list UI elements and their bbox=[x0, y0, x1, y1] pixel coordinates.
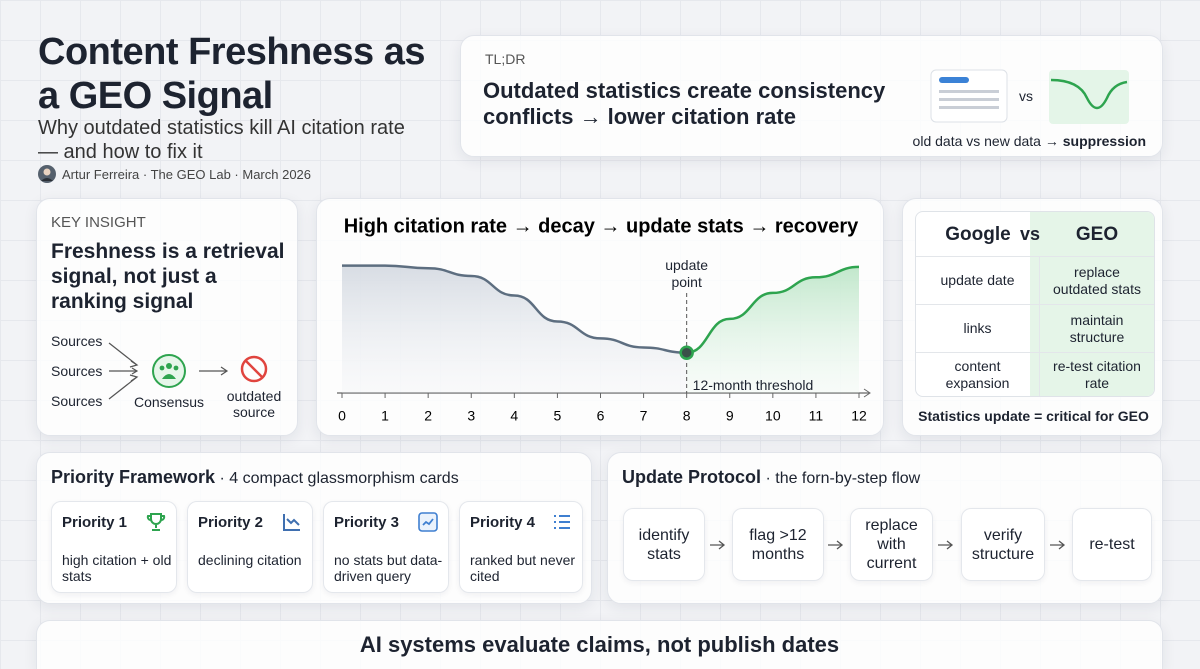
protocol-step: flag >12 months bbox=[732, 508, 824, 581]
insight-label: KEY INSIGHT bbox=[51, 214, 146, 231]
outcome: outdated source bbox=[226, 388, 282, 420]
tldr-card: TL;DR Outdated statistics create consist… bbox=[460, 35, 1163, 157]
priority-subtitle: · 4 compact glassmorphism cards bbox=[219, 470, 459, 487]
insight-text: Freshness is a retrieval signal, not jus… bbox=[51, 240, 285, 313]
protocol-step: replace with current bbox=[850, 508, 933, 581]
x-axis-arrow bbox=[863, 388, 871, 398]
title: Content Freshness as a GEO Signal bbox=[38, 31, 426, 117]
chart-icon bbox=[418, 512, 438, 532]
source: Sources bbox=[51, 363, 103, 379]
x-tick-label: 12 bbox=[851, 408, 867, 424]
priority-card: Priority Framework · 4 compact glassmorp… bbox=[36, 452, 592, 604]
priority-item-text: declining citation bbox=[198, 552, 302, 568]
insight-diagram bbox=[108, 342, 268, 400]
decline-icon bbox=[283, 514, 300, 531]
x-tick-label: 11 bbox=[809, 408, 824, 424]
area bbox=[342, 265, 687, 393]
protocol-card: Update Protocol · the forn-by-step flow … bbox=[607, 452, 1163, 604]
list-icon bbox=[554, 515, 570, 529]
comparison-footer: Statistics update = critical for GEO bbox=[918, 408, 1149, 424]
insight-card: KEY INSIGHT Freshness is a retrieval sig… bbox=[36, 198, 298, 436]
tldr-illustration bbox=[930, 69, 1129, 124]
tldr-label: TL;DR bbox=[485, 51, 526, 67]
protocol-heading: Update Protocol · the forn-by-step flow bbox=[622, 467, 920, 488]
priority-item: Priority 1 high citation + old stats bbox=[51, 501, 177, 593]
avatar bbox=[38, 165, 56, 183]
priority-item: Priority 2 declining citation bbox=[187, 501, 313, 593]
priority-item-title: Priority 4 bbox=[470, 514, 536, 531]
caption-emphasis: suppression bbox=[1062, 133, 1146, 149]
protocol-step: re-test bbox=[1072, 508, 1152, 581]
cell: replace outdated stats bbox=[1040, 256, 1154, 304]
cell: update date bbox=[916, 256, 1040, 304]
x-tick-label: 10 bbox=[765, 408, 781, 424]
header-cell: Google bbox=[945, 223, 1011, 245]
chart-title: High citation rate → decay → update stat… bbox=[344, 215, 859, 237]
threshold-annotation: 12-month threshold bbox=[692, 377, 814, 393]
priority-item-text: no stats but data-driven query bbox=[334, 552, 443, 584]
consensus: Consensus bbox=[133, 394, 205, 410]
update-annotation: update point bbox=[665, 257, 709, 290]
protocol-step: identify stats bbox=[623, 508, 705, 581]
update-point bbox=[679, 345, 694, 360]
comparison-table: Google vs GEO update date replace outdat… bbox=[915, 211, 1155, 397]
x-tick-label: 0 bbox=[338, 408, 346, 424]
protocol-arrows bbox=[710, 540, 1066, 550]
priority-title: Priority Framework bbox=[51, 467, 216, 487]
x-tick-label: 7 bbox=[640, 408, 648, 424]
x-tick-label: 5 bbox=[554, 408, 562, 424]
cell: content expansion bbox=[916, 352, 1040, 396]
priority-item-title: Priority 2 bbox=[198, 514, 264, 531]
comparison-card: Google vs GEO update date replace outdat… bbox=[902, 198, 1163, 436]
header-cell: GEO bbox=[1075, 223, 1119, 245]
cell: re-test citation rate bbox=[1040, 352, 1154, 396]
x-tick-label: 4 bbox=[510, 408, 518, 424]
line bbox=[686, 265, 860, 354]
byline: Artur Ferreira · The GEO Lab · March 202… bbox=[62, 167, 312, 182]
chart-card: High citation rate → decay → update stat… bbox=[316, 198, 884, 436]
priority-heading: Priority Framework · 4 compact glassmorp… bbox=[51, 467, 459, 488]
priority-item-text: ranked but never cited bbox=[470, 552, 576, 584]
tldr-caption: old data vs new data → suppression bbox=[913, 133, 1146, 149]
source: Sources bbox=[51, 393, 103, 409]
priority-item-title: Priority 3 bbox=[334, 514, 400, 531]
x-tick-label: 1 bbox=[381, 408, 389, 424]
tldr-vs: vs bbox=[1019, 88, 1033, 104]
header-vs: vs bbox=[1019, 223, 1041, 244]
priority-item-title: Priority 1 bbox=[62, 514, 128, 531]
x-tick-label: 6 bbox=[597, 408, 605, 424]
trophy-icon bbox=[146, 513, 166, 531]
line bbox=[342, 264, 687, 354]
subtitle: Why outdated statistics kill AI citation… bbox=[38, 117, 405, 163]
source: Sources bbox=[51, 333, 103, 349]
x-tick-label: 9 bbox=[726, 408, 734, 424]
protocol-step: verify structure bbox=[961, 508, 1045, 581]
x-tick-label: 8 bbox=[683, 408, 691, 424]
cell: maintain structure bbox=[1040, 304, 1154, 352]
priority-item: Priority 3 no stats but data-driven quer… bbox=[323, 501, 449, 593]
protocol-title: Update Protocol bbox=[622, 467, 762, 487]
priority-item: Priority 4 ranked but never cited bbox=[459, 501, 583, 593]
banner: AI systems evaluate claims, not publish … bbox=[36, 620, 1163, 669]
chart: High citation rate → decay → update stat… bbox=[337, 215, 871, 424]
x-tick-label: 3 bbox=[467, 408, 475, 424]
area bbox=[686, 266, 859, 393]
protocol-subtitle: · the forn-by-step flow bbox=[765, 470, 921, 487]
priority-item-text: high citation + old stats bbox=[62, 552, 172, 584]
caption-text: old data vs new data → bbox=[912, 133, 1059, 149]
x-tick-label: 2 bbox=[424, 408, 432, 424]
cell: links bbox=[916, 304, 1040, 352]
tldr-text: Outdated statistics create consistency c… bbox=[483, 78, 886, 129]
